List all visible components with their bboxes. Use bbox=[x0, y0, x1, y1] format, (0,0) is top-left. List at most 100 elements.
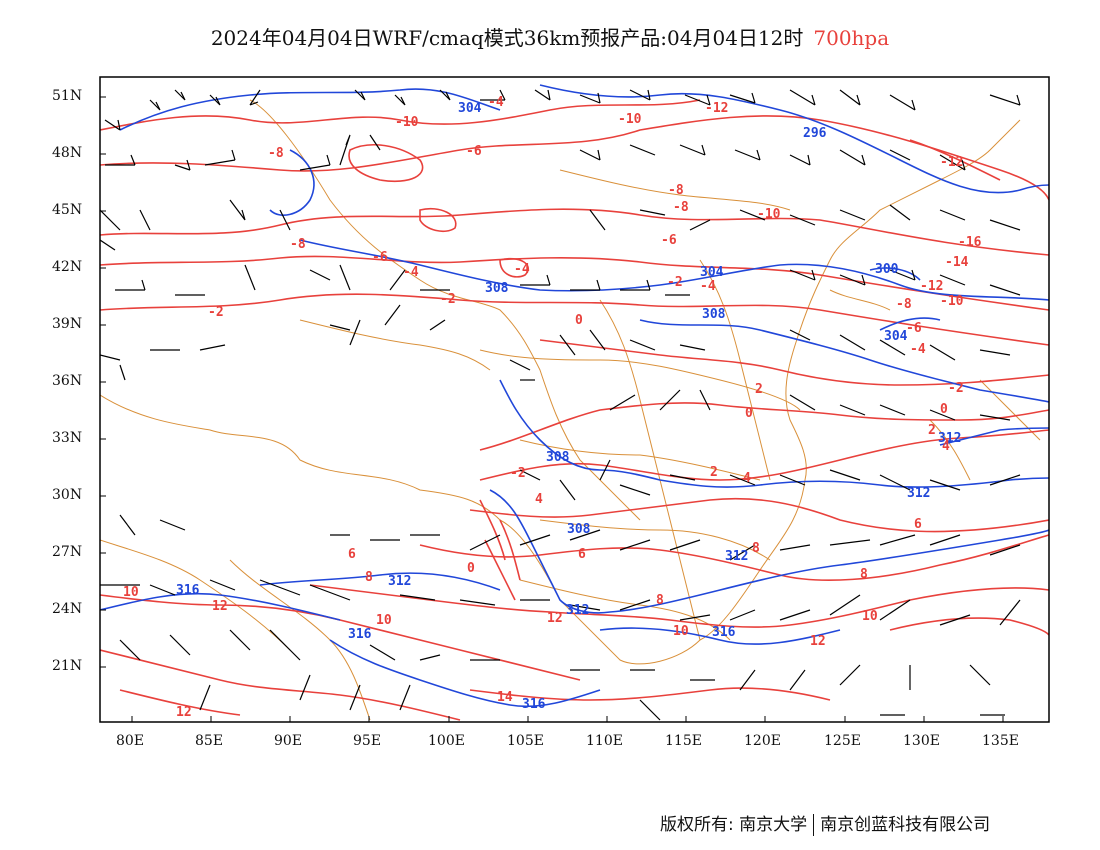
lon-label: 100E bbox=[428, 733, 465, 749]
boundary-lines bbox=[100, 99, 1041, 721]
lat-label: 27N bbox=[52, 544, 83, 560]
temp-label: -10 bbox=[395, 115, 419, 130]
lat-label: 21N bbox=[52, 658, 83, 674]
temp-label: -4 bbox=[700, 279, 716, 294]
pressure-level-label: 700hpa bbox=[813, 26, 890, 50]
temperature-contours bbox=[100, 99, 1049, 721]
temp-label: -12 bbox=[920, 279, 943, 294]
temp-label: -8 bbox=[668, 183, 684, 198]
temp-label: -2 bbox=[440, 292, 456, 307]
lat-label: 39N bbox=[52, 316, 83, 332]
temp-label: -12 bbox=[940, 155, 963, 170]
temp-label: 2 bbox=[928, 423, 936, 438]
height-label: 308 bbox=[567, 522, 591, 537]
temp-label: -6 bbox=[906, 321, 922, 336]
lon-label: 105E bbox=[507, 733, 544, 749]
temp-label: 0 bbox=[575, 313, 583, 328]
height-label: 312 bbox=[907, 486, 930, 501]
temp-label: 12 bbox=[547, 611, 563, 626]
temp-label: 8 bbox=[860, 567, 868, 582]
lat-label: 45N bbox=[52, 202, 83, 218]
lon-label: 115E bbox=[665, 733, 702, 749]
temp-label: -10 bbox=[618, 112, 642, 127]
lon-label: 135E bbox=[982, 733, 1019, 749]
lat-label: 30N bbox=[52, 487, 83, 503]
temp-label: -10 bbox=[757, 207, 781, 222]
height-label: 304 bbox=[884, 329, 908, 344]
map-title: 2024年04月04日WRF/cmaq模式36km预报产品:04月04日12时 7… bbox=[0, 22, 1100, 51]
height-label: 316 bbox=[522, 697, 546, 712]
temp-label: 10 bbox=[123, 585, 139, 600]
height-label: 296 bbox=[803, 126, 827, 141]
lon-label: 120E bbox=[744, 733, 781, 749]
temp-label: 4 bbox=[942, 439, 950, 454]
height-label: 316 bbox=[712, 625, 736, 640]
lon-label: 125E bbox=[824, 733, 861, 749]
temp-label: -16 bbox=[958, 235, 982, 250]
height-contours bbox=[100, 84, 1049, 708]
temp-label: 8 bbox=[752, 541, 760, 556]
lat-label: 48N bbox=[52, 145, 83, 161]
temp-label: 12 bbox=[212, 599, 228, 614]
lon-label: 80E bbox=[116, 733, 145, 749]
temp-label: -6 bbox=[372, 250, 388, 265]
temp-label: -4 bbox=[910, 342, 926, 357]
temp-label: 6 bbox=[914, 517, 922, 532]
lon-label: 95E bbox=[353, 733, 382, 749]
title-text: 2024年04月04日WRF/cmaq模式36km预报产品:04月04日12时 bbox=[210, 26, 804, 50]
lon-label: 85E bbox=[195, 733, 224, 749]
height-label: 304 bbox=[458, 101, 482, 116]
temp-label: 10 bbox=[673, 624, 689, 639]
footer-divider bbox=[813, 814, 815, 836]
temp-label: 6 bbox=[348, 547, 356, 562]
copyright-right: 南京创蓝科技有限公司 bbox=[820, 815, 991, 835]
height-label: 316 bbox=[176, 583, 200, 598]
temp-label: 8 bbox=[656, 593, 664, 608]
temp-label: -8 bbox=[673, 200, 689, 215]
height-label: 316 bbox=[348, 627, 372, 642]
lat-label: 33N bbox=[52, 430, 83, 446]
temp-label: -8 bbox=[268, 146, 284, 161]
plot-frame bbox=[99, 76, 1050, 723]
temp-label: -10 bbox=[940, 294, 964, 309]
temp-label: -2 bbox=[667, 275, 683, 290]
temp-label: -8 bbox=[290, 237, 306, 252]
temp-label: -2 bbox=[948, 381, 964, 396]
temp-label: 14 bbox=[497, 690, 513, 705]
temp-label: -14 bbox=[945, 255, 969, 270]
wind-barbs bbox=[100, 89, 1021, 721]
temp-label: 2 bbox=[755, 382, 763, 397]
temp-label: -4 bbox=[403, 265, 419, 280]
copyright-left: 版权所有: 南京大学 bbox=[660, 815, 808, 835]
temp-label: 6 bbox=[578, 547, 586, 562]
lon-label: 130E bbox=[903, 733, 940, 749]
temp-label: -2 bbox=[208, 305, 224, 320]
temp-label: 0 bbox=[467, 561, 475, 576]
height-label: 308 bbox=[485, 281, 509, 296]
temp-label: 4 bbox=[535, 492, 543, 507]
temp-label: -6 bbox=[661, 233, 677, 248]
axis-ticks bbox=[100, 96, 1004, 722]
temp-label: 4 bbox=[743, 471, 751, 486]
lat-label: 24N bbox=[52, 601, 83, 617]
lon-label: 110E bbox=[586, 733, 623, 749]
temp-label: 0 bbox=[745, 406, 753, 421]
temp-label: -4 bbox=[514, 262, 530, 277]
temp-label: 2 bbox=[710, 465, 718, 480]
temp-label: 12 bbox=[176, 705, 192, 720]
height-label: 312 bbox=[388, 574, 411, 589]
lat-label: 51N bbox=[52, 88, 83, 104]
temp-label: 12 bbox=[810, 634, 826, 649]
temp-label: 8 bbox=[365, 570, 373, 585]
temp-label: -2 bbox=[510, 466, 526, 481]
height-label: 304 bbox=[700, 265, 724, 280]
height-label: 300 bbox=[875, 262, 899, 277]
height-label: 312 bbox=[725, 549, 748, 564]
height-label: 312 bbox=[566, 603, 589, 618]
height-label: 308 bbox=[702, 307, 726, 322]
copyright-footer: 版权所有: 南京大学 南京创蓝科技有限公司 bbox=[660, 810, 990, 836]
temp-label: 10 bbox=[376, 613, 392, 628]
contour-labels: -4 304 -12 -10 -10 296 -8 -6 -12 -8 -8 -… bbox=[123, 95, 982, 720]
map-content: -4 304 -12 -10 -10 296 -8 -6 -12 -8 -8 -… bbox=[100, 84, 1049, 721]
